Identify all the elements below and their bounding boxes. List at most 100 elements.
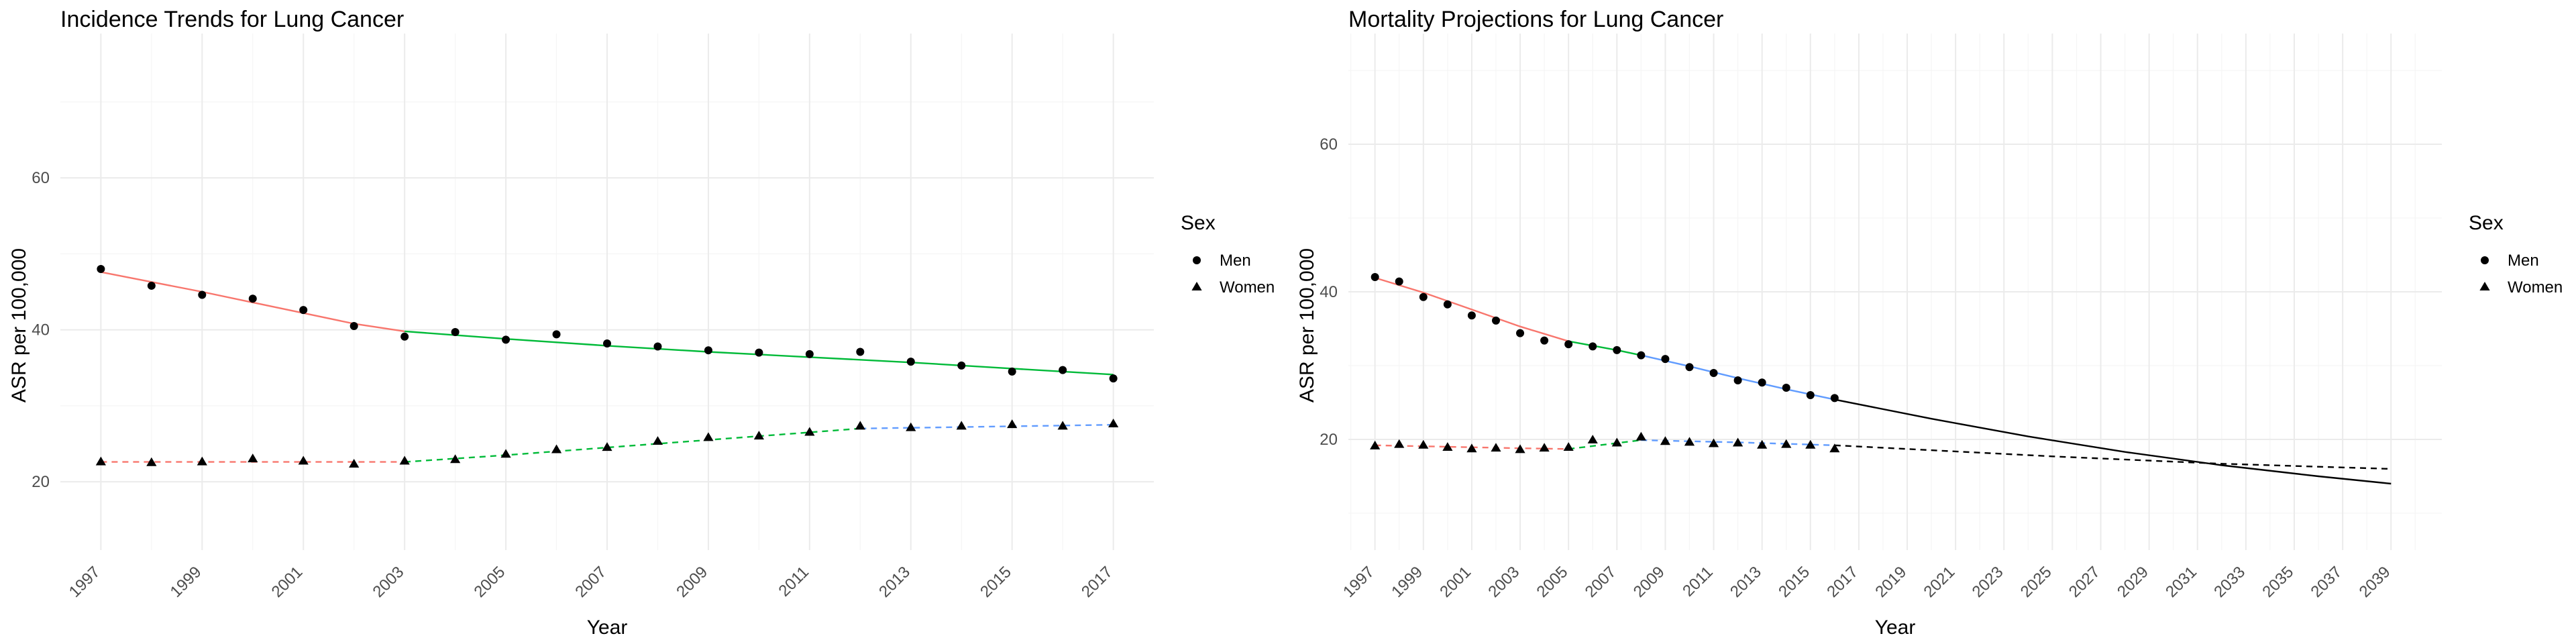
x-tick-label: 2001 — [268, 563, 307, 601]
data-point-women — [1587, 435, 1598, 444]
data-point-women — [1515, 444, 1525, 453]
y-tick-label: 60 — [32, 169, 50, 187]
data-point-men — [1564, 340, 1573, 349]
x-tick-label: 2011 — [775, 563, 813, 600]
x-tick-label: 2009 — [1630, 563, 1668, 601]
legend-label: Women — [2508, 278, 2563, 297]
data-point-men — [1467, 311, 1476, 320]
x-tick-label: 2003 — [1485, 563, 1523, 601]
data-point-women — [1418, 439, 1429, 449]
y-axis-title: ASR per 100,000 — [1296, 248, 1318, 402]
data-point-men — [1109, 374, 1118, 383]
data-point-women — [1635, 431, 1646, 441]
legend-title: Sex — [1181, 212, 1216, 234]
data-point-women — [652, 436, 663, 445]
x-tick-label: 2013 — [875, 563, 914, 601]
data-point-women — [248, 453, 258, 463]
data-point-men — [653, 342, 662, 351]
data-point-men — [906, 358, 915, 366]
x-tick-label: 2035 — [2259, 563, 2297, 601]
x-tick-label: 2029 — [2114, 563, 2152, 601]
trend-line-women — [1375, 444, 1569, 450]
data-point-men — [198, 290, 207, 299]
data-point-men — [502, 335, 511, 344]
x-tick-label: 2007 — [572, 563, 610, 601]
x-tick-label: 2013 — [1727, 563, 1765, 601]
data-point-men — [1008, 367, 1016, 376]
data-point-women — [855, 421, 865, 430]
data-point-women — [1370, 440, 1381, 449]
data-point-women — [298, 455, 309, 465]
x-tick-label: 2009 — [673, 563, 711, 601]
data-point-women — [450, 454, 461, 464]
legend-key-triangle-icon — [1191, 282, 1202, 290]
data-point-men — [1371, 273, 1379, 281]
data-point-women — [1108, 419, 1119, 427]
data-point-men — [1395, 277, 1403, 286]
mortality-chart: 1997 1999 2001 2003 2005 2007 2009 2011 2013 2015… — [1296, 7, 2563, 639]
data-point-men — [1540, 336, 1549, 345]
x-tick-label: 2001 — [1436, 563, 1474, 601]
trend-line-women — [1834, 444, 2392, 470]
data-point-women — [500, 449, 511, 458]
data-point-women — [1805, 439, 1816, 449]
data-point-women — [1563, 442, 1574, 451]
data-point-women — [1732, 437, 1743, 447]
data-point-men — [1685, 363, 1694, 372]
trend-line-men — [1568, 340, 1642, 356]
x-axis-title: Year — [587, 616, 628, 639]
data-point-men — [350, 321, 358, 330]
data-point-women — [349, 459, 360, 468]
x-tick-label: 2015 — [977, 563, 1015, 601]
legend-key-circle-icon — [2481, 256, 2489, 264]
legend-label: Men — [1220, 252, 1251, 270]
data-point-women — [95, 456, 106, 466]
data-point-women — [197, 456, 207, 466]
data-point-women — [1708, 438, 1719, 447]
data-point-men — [299, 306, 308, 315]
data-point-men — [957, 361, 966, 370]
data-point-men — [1516, 329, 1525, 337]
x-tick-label: 2031 — [2162, 563, 2200, 601]
data-point-men — [1491, 316, 1500, 325]
mortality-chart-panel: 1997 1999 2001 2003 2005 2007 2009 2011 2013 2015… — [1288, 0, 2576, 644]
x-tick-label: 2011 — [1679, 563, 1717, 600]
data-point-women — [146, 457, 157, 466]
x-tick-label: 2005 — [1534, 563, 1572, 601]
x-tick-label: 2033 — [2210, 563, 2249, 601]
data-point-men — [704, 346, 712, 355]
data-point-women — [1394, 439, 1405, 448]
x-tick-label: 2025 — [2017, 563, 2055, 601]
data-point-women — [1660, 436, 1671, 445]
trend-line-men — [1834, 398, 2392, 485]
data-point-men — [1443, 300, 1452, 309]
data-point-women — [1539, 443, 1550, 452]
y-tick-label: 60 — [1320, 136, 1338, 154]
data-point-men — [451, 328, 460, 337]
x-tick-label: 2037 — [2308, 563, 2346, 601]
x-tick-label: 1999 — [1388, 563, 1426, 601]
data-point-men — [1419, 292, 1428, 301]
data-point-women — [753, 431, 764, 440]
data-point-men — [1637, 351, 1646, 360]
x-tick-label: 2005 — [470, 563, 508, 601]
data-point-women — [1757, 439, 1768, 449]
data-point-women — [551, 444, 562, 453]
data-point-men — [1830, 394, 1839, 402]
incidence-chart-panel: 1997 1999 2001 2003 2005 2007 2009 2011 2013 2015… — [8, 7, 1275, 639]
data-point-women — [804, 427, 815, 436]
data-point-men — [97, 265, 105, 274]
data-point-men — [1709, 369, 1718, 377]
legend-label: Men — [2508, 252, 2539, 270]
x-tick-label: 2021 — [1921, 563, 1959, 601]
trend-line-women — [1568, 439, 1642, 450]
data-point-women — [1466, 443, 1477, 453]
data-point-women — [1491, 443, 1501, 452]
data-point-women — [399, 455, 410, 465]
x-tick-label: 2003 — [370, 563, 408, 601]
y-tick-label: 40 — [1320, 283, 1338, 301]
x-tick-label: 1997 — [1340, 563, 1378, 601]
y-tick-label: 20 — [1320, 431, 1338, 449]
data-point-men — [755, 348, 763, 357]
x-tick-label: 2017 — [1078, 563, 1116, 601]
